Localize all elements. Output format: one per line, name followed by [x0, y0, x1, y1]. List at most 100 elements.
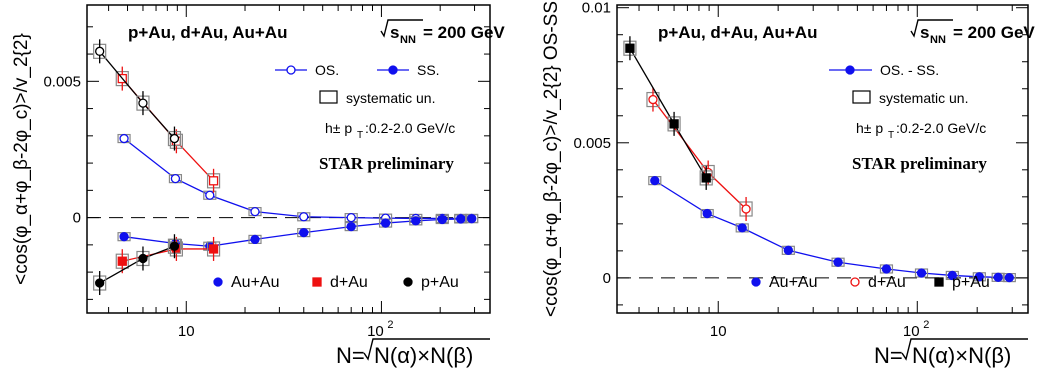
data-point: [467, 214, 477, 224]
series-d-au-os-ss-: [646, 87, 753, 221]
energy-label-value: = 200 GeV: [953, 23, 1035, 42]
data-point: [119, 232, 129, 242]
systematic-legend-box: [852, 90, 871, 104]
systematic-legend-box: [319, 90, 338, 104]
y-tick-label: 0: [73, 210, 81, 227]
systematic-label: systematic un.: [879, 90, 968, 106]
legend-marker: [934, 277, 944, 287]
data-point: [947, 270, 957, 281]
legend-marker: [850, 277, 860, 287]
x-axis-label: N= N(α)×N(β): [336, 338, 490, 368]
legend-label: d+Au: [868, 274, 906, 291]
kinematics-range: :0.2-2.0 GeV/c: [896, 120, 986, 136]
x-tick-label-exponent: 2: [387, 319, 393, 331]
y-axis-label: <cos(φ_α+φ_β-2φ_c)>/v_2{2}: [11, 33, 32, 285]
data-point: [701, 173, 711, 183]
x-tick-label: 10: [710, 323, 727, 340]
legend-top: OS. SS.: [275, 62, 440, 78]
x-tick-label: 10: [367, 323, 384, 340]
series-p-au-ss-: [93, 234, 182, 296]
preliminary-label: STAR preliminary: [852, 154, 987, 173]
energy-label: s: [390, 23, 399, 42]
legend-marker: [286, 65, 296, 75]
y-tick-label: 0.01: [582, 0, 611, 17]
legend-label: Au+Au: [769, 274, 817, 291]
x-axis-label-prefix: N=: [874, 343, 903, 368]
data-point: [95, 278, 105, 288]
data-point: [916, 268, 927, 278]
data-point: [138, 98, 148, 108]
x-minor-ticks: [638, 5, 1013, 313]
series-p-au-os-ss-: [623, 36, 713, 190]
data-point: [117, 256, 127, 266]
y-tick-label: 0: [603, 270, 611, 287]
x-axis-label-prefix: N=: [336, 343, 365, 368]
legend-marker: [213, 277, 223, 287]
kinematics-range: :0.2-2.0 GeV/c: [365, 120, 455, 136]
sqrt-sign: [380, 19, 423, 38]
data-point: [974, 272, 984, 282]
data-point: [881, 264, 892, 274]
data-point: [119, 133, 129, 144]
y-axis-label: <cos(φ_α+φ_β-2φ_c)>/v_2{2} OS-SS: [541, 1, 562, 317]
chart-title: p+Au, d+Au, Au+Au: [658, 23, 817, 42]
chart-title: p+Au, d+Au, Au+Au: [128, 23, 287, 42]
preliminary-label: STAR preliminary: [319, 154, 454, 173]
series-line: [652, 99, 747, 210]
legend-label: d+Au: [330, 274, 368, 291]
data-point: [170, 173, 181, 184]
data-point: [650, 175, 660, 186]
data-point: [169, 241, 180, 251]
kinematics-subscript: T: [888, 130, 894, 141]
legend-marker: [403, 277, 413, 287]
x-axis-sqrt-sign: [363, 338, 490, 361]
data-point: [250, 206, 260, 217]
series-p-au-os-: [93, 39, 182, 151]
data-point: [169, 133, 180, 144]
data-point: [737, 223, 747, 233]
data-point: [993, 272, 1003, 282]
legend-label: SS.: [417, 62, 440, 78]
data-point: [456, 214, 466, 224]
y-axis-label-text: <cos(φ_α+φ_β-2φ_c)>/v_2{2}: [11, 33, 32, 285]
legend-marker: [388, 65, 398, 75]
legend-label: p+Au: [421, 274, 459, 291]
x-tick-label-exponent: 2: [923, 319, 929, 331]
kinematics-subscript: T: [357, 130, 363, 141]
legend-marker: [845, 65, 855, 75]
energy-label: s: [920, 23, 929, 42]
legend-label: OS.: [315, 62, 339, 78]
legend-bottom: Au+Au d+Au p+Au: [751, 274, 990, 291]
energy-label-value: = 200 GeV: [423, 23, 505, 42]
series-d-au-os-: [115, 66, 221, 193]
x-tick-label: 10: [903, 323, 920, 340]
series-line: [629, 47, 707, 179]
data-point: [138, 253, 148, 264]
legend-marker: [312, 277, 322, 287]
x-axis-label-body: N(α)×N(β): [912, 343, 1011, 368]
data-point: [783, 245, 793, 255]
data-point: [437, 214, 447, 225]
data-point: [833, 257, 843, 267]
data-point: [1004, 272, 1014, 283]
data-point: [625, 43, 635, 53]
series-au-au-os-ss-: [648, 175, 1016, 283]
data-point: [299, 227, 309, 238]
data-point: [208, 176, 219, 186]
energy-label-subscript: NN: [930, 34, 946, 46]
y-tick-label: 0.005: [573, 135, 611, 152]
legend-bottom: Au+Au d+Au p+Au: [213, 274, 459, 291]
x-axis-label: N= N(α)×N(β): [874, 338, 1028, 368]
systematic-label: systematic un.: [346, 90, 435, 106]
x-axis-label-body: N(α)×N(β): [374, 343, 473, 368]
x-axis-sqrt-sign: [901, 338, 1028, 361]
data-point: [346, 221, 356, 232]
energy-label-subscript: NN: [400, 34, 416, 46]
sqrt-sign: [910, 19, 953, 38]
data-point: [702, 208, 712, 219]
y-axis-label-text: <cos(φ_α+φ_β-2φ_c)>/v_2{2} OS-SS: [541, 1, 562, 317]
y-tick-label: 0.005: [43, 73, 81, 90]
x-tick-label: 10: [178, 323, 195, 340]
